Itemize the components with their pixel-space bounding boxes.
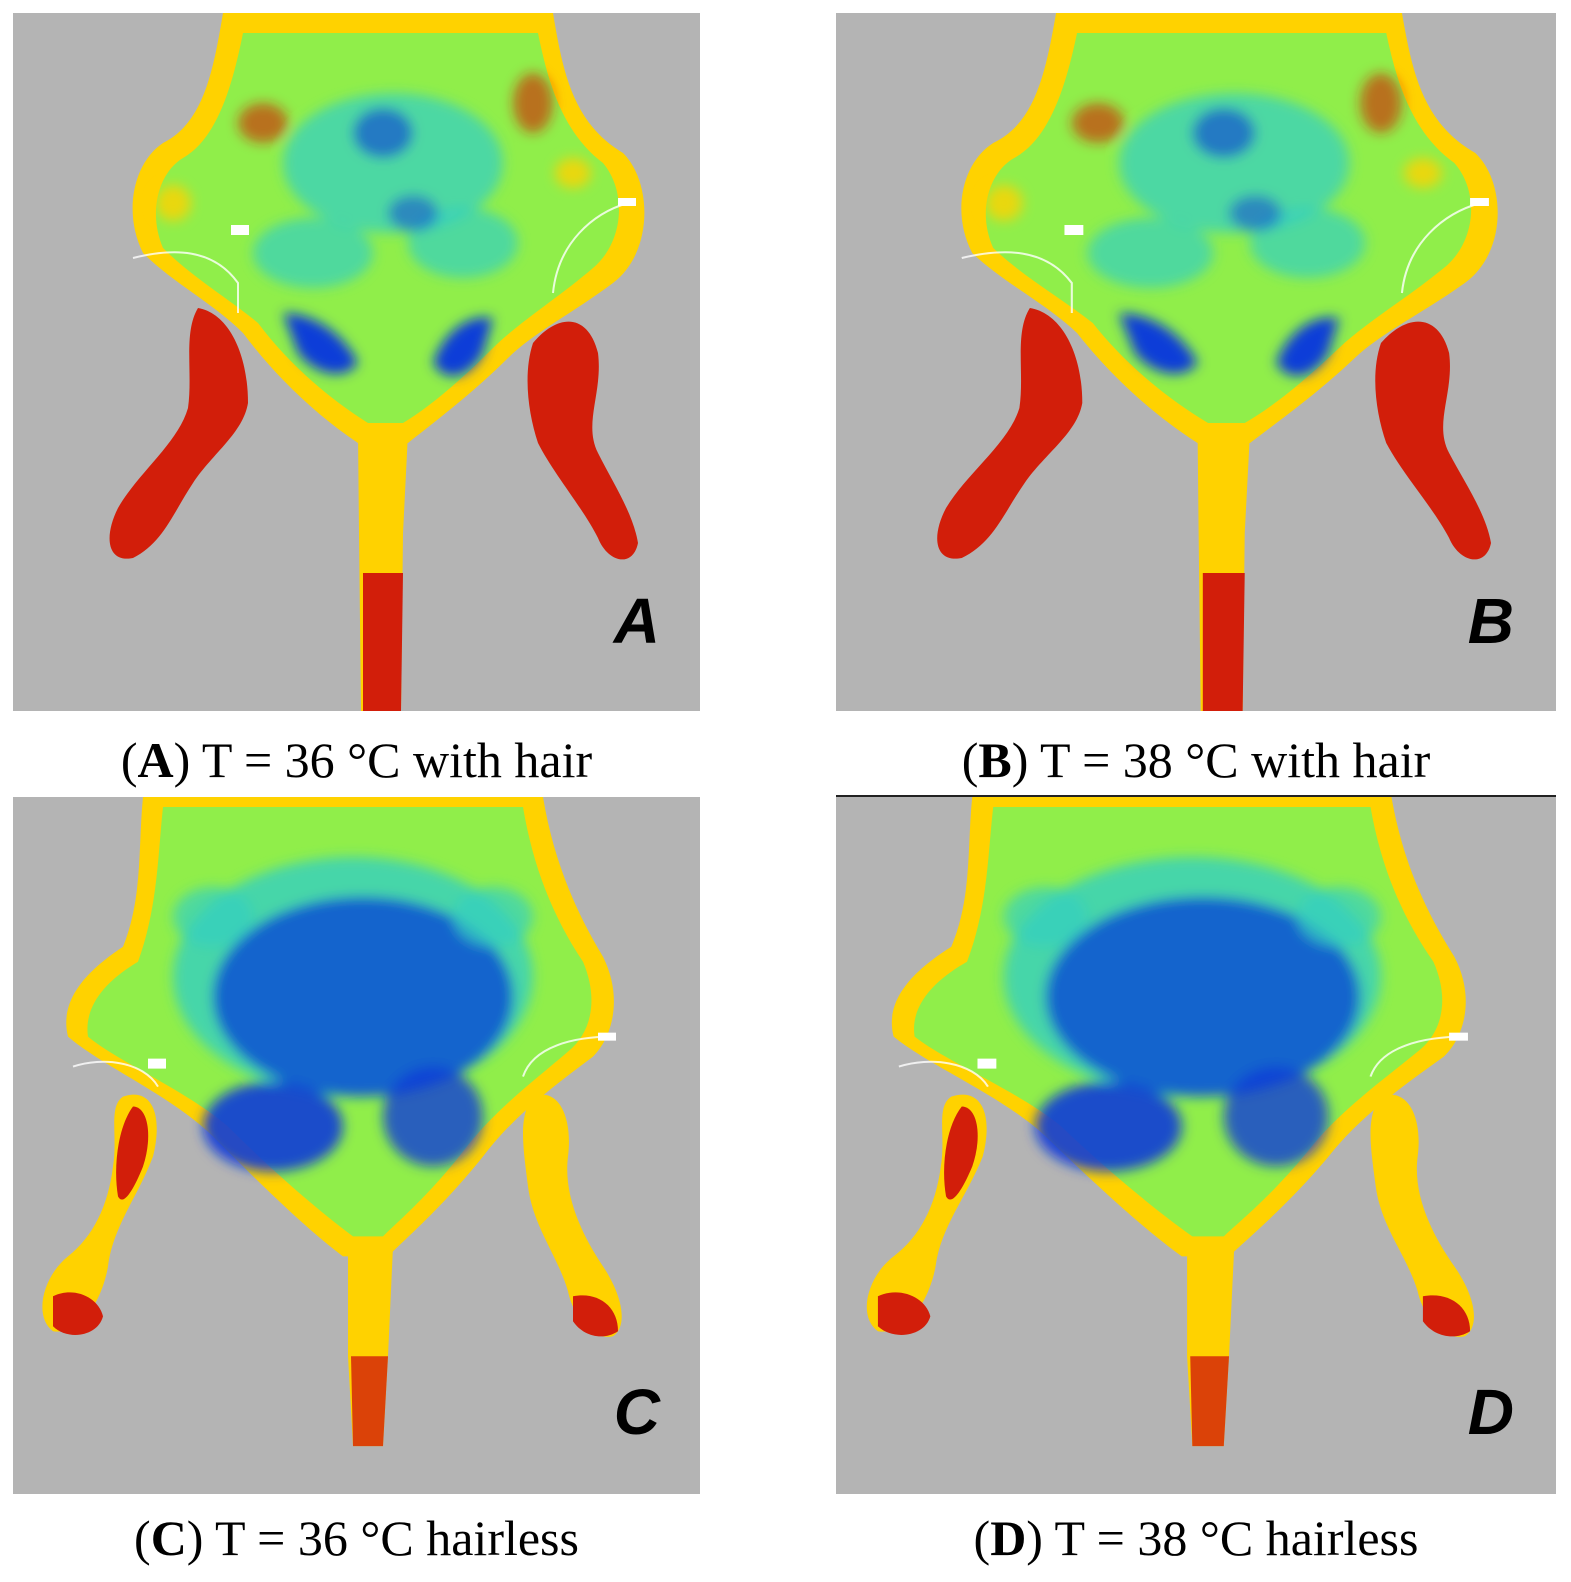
caption-text-b: T = 38 °C with hair bbox=[1039, 732, 1431, 788]
caption-text-d: T = 38 °C hairless bbox=[1054, 1510, 1419, 1566]
caption-text-c: T = 36 °C hairless bbox=[215, 1510, 579, 1566]
caption-letter-d: D bbox=[990, 1510, 1027, 1566]
divider-line bbox=[836, 795, 1556, 797]
thermal-image-panel-b: B bbox=[836, 13, 1556, 711]
panel-letter-b: B bbox=[1467, 585, 1514, 657]
panel-letter-d: D bbox=[1467, 1376, 1514, 1448]
panel-letter-a: A bbox=[613, 585, 660, 657]
thermal-map-a bbox=[13, 13, 700, 711]
panel-letter-c: C bbox=[613, 1376, 660, 1448]
thermal-map-b bbox=[836, 13, 1556, 711]
caption-letter-a: A bbox=[137, 732, 174, 788]
caption-d: (D) T = 38 °C hairless bbox=[973, 1510, 1419, 1566]
thermal-map-d bbox=[836, 797, 1556, 1494]
thermal-image-panel-a: A bbox=[13, 13, 700, 711]
caption-c: (C) T = 36 °C hairless bbox=[134, 1510, 579, 1566]
caption-letter-c: C bbox=[150, 1510, 187, 1566]
caption-text-a: T = 36 °C with hair bbox=[201, 732, 593, 788]
caption-a: (A) T = 36 °C with hair bbox=[120, 732, 593, 788]
thermal-image-panel-d: D bbox=[836, 797, 1556, 1494]
thermal-map-c bbox=[13, 797, 700, 1494]
caption-b: (B) T = 38 °C with hair bbox=[961, 732, 1431, 788]
caption-letter-b: B bbox=[978, 732, 1012, 788]
thermal-image-panel-c: C bbox=[13, 797, 700, 1494]
